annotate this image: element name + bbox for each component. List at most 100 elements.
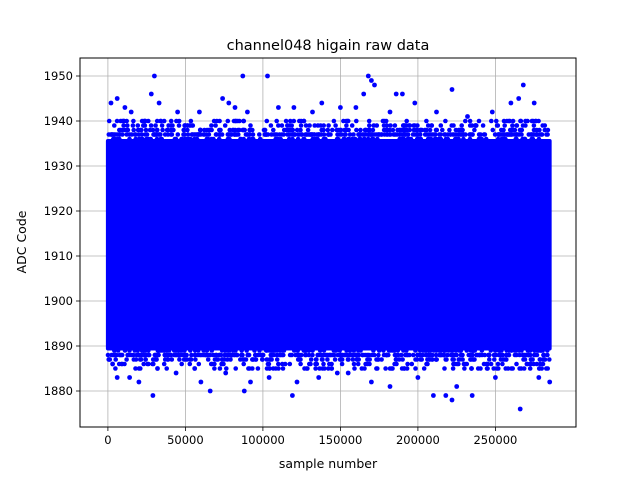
data-point xyxy=(329,366,335,371)
data-point xyxy=(115,348,121,353)
data-point xyxy=(437,132,442,137)
data-point xyxy=(436,136,442,142)
data-point xyxy=(182,123,187,128)
data-point xyxy=(438,348,444,353)
data-point xyxy=(341,118,346,124)
data-point xyxy=(316,352,322,358)
data-point xyxy=(470,132,475,137)
data-point xyxy=(434,357,439,362)
data-point xyxy=(359,366,365,371)
data-point xyxy=(109,132,114,137)
data-point xyxy=(267,357,273,362)
data-point xyxy=(334,370,340,376)
data-point xyxy=(223,370,229,376)
data-point xyxy=(155,366,160,371)
data-point xyxy=(307,123,312,128)
data-point xyxy=(145,361,150,367)
data-point xyxy=(113,366,118,371)
data-point xyxy=(276,361,281,367)
data-point xyxy=(198,127,203,133)
data-point xyxy=(160,127,165,133)
data-point xyxy=(450,366,456,371)
data-point xyxy=(381,348,386,353)
data-point xyxy=(421,348,426,353)
data-point xyxy=(427,127,433,133)
data-point xyxy=(500,361,505,367)
data-point xyxy=(112,136,117,142)
data-point xyxy=(244,132,250,137)
data-point xyxy=(402,123,408,128)
data-point xyxy=(499,348,504,353)
data-point xyxy=(319,357,325,362)
data-point xyxy=(231,348,236,353)
data-point xyxy=(154,357,159,362)
data-point xyxy=(203,352,208,358)
data-point xyxy=(492,132,498,137)
data-point xyxy=(431,348,437,353)
data-point xyxy=(537,132,543,137)
data-point xyxy=(222,352,227,358)
data-point xyxy=(290,127,296,133)
data-point xyxy=(112,123,117,128)
data-point xyxy=(308,361,313,367)
data-point xyxy=(176,123,182,128)
data-point xyxy=(278,136,283,142)
data-point xyxy=(158,136,163,142)
data-point xyxy=(280,366,286,371)
data-point xyxy=(125,123,130,128)
data-point xyxy=(442,366,447,371)
data-point xyxy=(392,352,398,358)
data-point xyxy=(302,352,308,358)
dense-band-fill xyxy=(105,139,552,351)
data-point xyxy=(156,100,162,106)
data-point xyxy=(501,136,507,142)
data-point xyxy=(521,352,526,358)
data-point xyxy=(375,366,380,371)
data-point xyxy=(384,352,390,358)
data-point xyxy=(154,136,160,142)
data-point xyxy=(325,127,331,133)
data-point xyxy=(165,132,171,137)
data-point xyxy=(528,361,533,367)
data-point xyxy=(475,366,481,371)
data-point xyxy=(319,100,325,106)
data-point xyxy=(310,136,316,142)
data-point xyxy=(442,348,447,353)
data-point xyxy=(510,366,515,371)
data-point xyxy=(426,348,432,353)
data-point xyxy=(424,118,429,124)
data-point xyxy=(241,361,246,367)
data-point xyxy=(531,123,537,128)
data-point xyxy=(485,366,490,371)
ticks: 0 50000 100000 150000 200000 250000 1880 1890 19… xyxy=(44,69,518,447)
data-point xyxy=(295,348,301,353)
data-point xyxy=(150,357,156,362)
data-point xyxy=(504,132,510,137)
data-point xyxy=(296,357,301,362)
data-point xyxy=(321,136,327,142)
data-point xyxy=(470,348,475,353)
data-point xyxy=(331,352,337,358)
data-point xyxy=(510,123,515,128)
data-point xyxy=(275,348,281,353)
data-point xyxy=(146,348,151,353)
data-point xyxy=(124,357,129,362)
data-point xyxy=(246,352,252,358)
data-point xyxy=(531,100,537,106)
data-point xyxy=(196,361,202,367)
data-point xyxy=(213,123,218,128)
data-point xyxy=(392,361,397,367)
data-point xyxy=(334,136,340,142)
data-point xyxy=(207,388,213,394)
data-point xyxy=(229,352,235,358)
data-point xyxy=(124,118,129,124)
data-point xyxy=(263,132,269,137)
data-point xyxy=(492,348,498,353)
data-point xyxy=(189,132,195,137)
data-point xyxy=(494,366,500,371)
data-point xyxy=(209,348,215,353)
data-point xyxy=(289,123,295,128)
data-point xyxy=(379,357,384,362)
data-point xyxy=(509,132,514,137)
